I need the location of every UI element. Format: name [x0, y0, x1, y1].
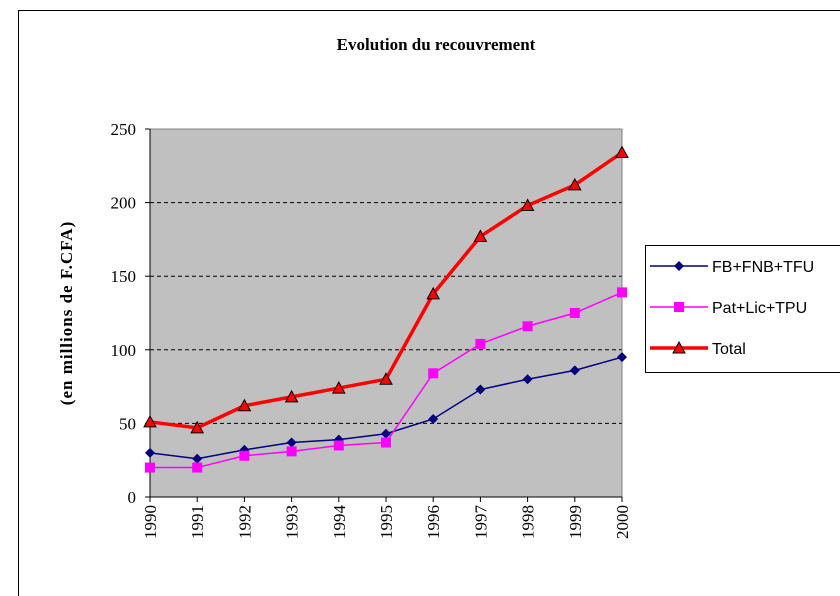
x-tick-label: 1990: [141, 505, 160, 539]
marker: [379, 372, 393, 385]
marker: [239, 450, 250, 461]
marker: [286, 437, 297, 448]
y-tick-label: 50: [119, 414, 136, 433]
marker: [428, 413, 439, 424]
marker: [428, 368, 439, 379]
marker: [286, 446, 297, 457]
x-tick-label: 1994: [330, 505, 349, 540]
marker: [672, 340, 686, 354]
marker: [522, 321, 533, 332]
y-axis-label: (en millions de F.CFA): [57, 221, 76, 405]
marker: [190, 420, 205, 434]
y-tick-label: 100: [111, 341, 137, 360]
marker: [473, 229, 488, 242]
x-tick-label: 1995: [377, 505, 396, 539]
marker: [381, 437, 391, 448]
marker: [569, 365, 580, 376]
y-tick-label: 250: [111, 120, 137, 139]
marker: [615, 145, 629, 159]
marker: [522, 374, 533, 385]
marker: [145, 447, 155, 458]
x-tick-label: 1991: [188, 505, 207, 539]
x-tick-label: 1992: [235, 505, 254, 539]
x-tick-label: 1997: [471, 505, 490, 540]
x-tick-label: 2000: [613, 505, 632, 539]
x-tick-label: 1996: [424, 505, 443, 539]
x-tick-label: 1998: [519, 505, 538, 539]
marker: [192, 453, 203, 464]
marker: [145, 462, 155, 473]
marker: [617, 352, 627, 363]
marker: [674, 302, 684, 312]
marker: [331, 381, 346, 394]
marker: [192, 462, 203, 473]
legend-label: Total: [712, 341, 746, 358]
legend-label: FB+FNB+TFU: [712, 259, 814, 276]
marker: [475, 338, 486, 349]
legend: FB+FNB+TFU Pat+Lic+TPU Total: [645, 245, 840, 373]
legend-label: Pat+Lic+TPU: [712, 300, 807, 317]
marker: [674, 261, 684, 271]
y-tick-label: 200: [111, 194, 137, 213]
marker: [426, 286, 441, 300]
marker: [475, 384, 486, 395]
y-tick-label: 150: [111, 267, 137, 286]
y-tick-label: 0: [128, 488, 137, 507]
marker: [333, 440, 344, 451]
chart-title: Evolution du recouvrement: [337, 35, 536, 54]
marker: [381, 428, 391, 439]
x-tick-label: 1999: [566, 505, 585, 539]
marker: [569, 308, 580, 318]
marker: [520, 198, 535, 212]
x-tick-label: 1993: [283, 505, 302, 539]
marker: [143, 414, 157, 428]
marker: [617, 287, 627, 298]
marker: [284, 389, 299, 403]
marker: [237, 398, 252, 412]
marker: [567, 177, 582, 191]
